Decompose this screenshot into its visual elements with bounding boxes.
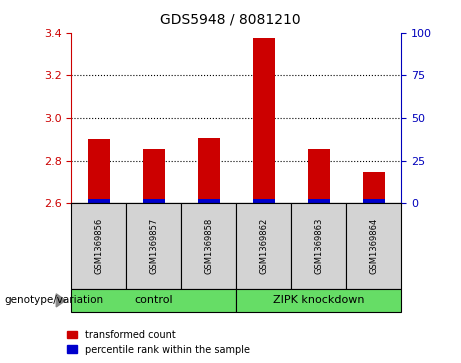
Bar	[88, 199, 110, 203]
Bar	[88, 139, 110, 203]
Bar	[307, 199, 330, 203]
Bar	[363, 199, 384, 203]
FancyBboxPatch shape	[126, 203, 181, 289]
Text: GSM1369863: GSM1369863	[314, 218, 323, 274]
Bar	[198, 138, 220, 203]
Text: GSM1369857: GSM1369857	[149, 218, 159, 274]
Bar	[253, 199, 275, 203]
Text: control: control	[135, 295, 173, 305]
Text: GSM1369862: GSM1369862	[259, 218, 268, 274]
Text: ZIPK knockdown: ZIPK knockdown	[273, 295, 364, 305]
Legend: transformed count, percentile rank within the sample: transformed count, percentile rank withi…	[67, 330, 249, 355]
Bar	[143, 149, 165, 203]
FancyBboxPatch shape	[346, 203, 401, 289]
FancyBboxPatch shape	[236, 203, 291, 289]
Bar	[253, 38, 275, 203]
Polygon shape	[56, 294, 65, 307]
Text: GDS5948 / 8081210: GDS5948 / 8081210	[160, 13, 301, 27]
Text: GSM1369864: GSM1369864	[369, 218, 378, 274]
FancyBboxPatch shape	[236, 289, 401, 312]
Text: GSM1369858: GSM1369858	[204, 218, 213, 274]
Bar	[363, 172, 384, 203]
Bar	[143, 199, 165, 203]
Bar	[307, 149, 330, 203]
Bar	[198, 199, 220, 203]
Text: genotype/variation: genotype/variation	[5, 295, 104, 305]
Text: GSM1369856: GSM1369856	[95, 218, 103, 274]
FancyBboxPatch shape	[181, 203, 236, 289]
FancyBboxPatch shape	[291, 203, 346, 289]
FancyBboxPatch shape	[71, 289, 236, 312]
FancyBboxPatch shape	[71, 203, 126, 289]
